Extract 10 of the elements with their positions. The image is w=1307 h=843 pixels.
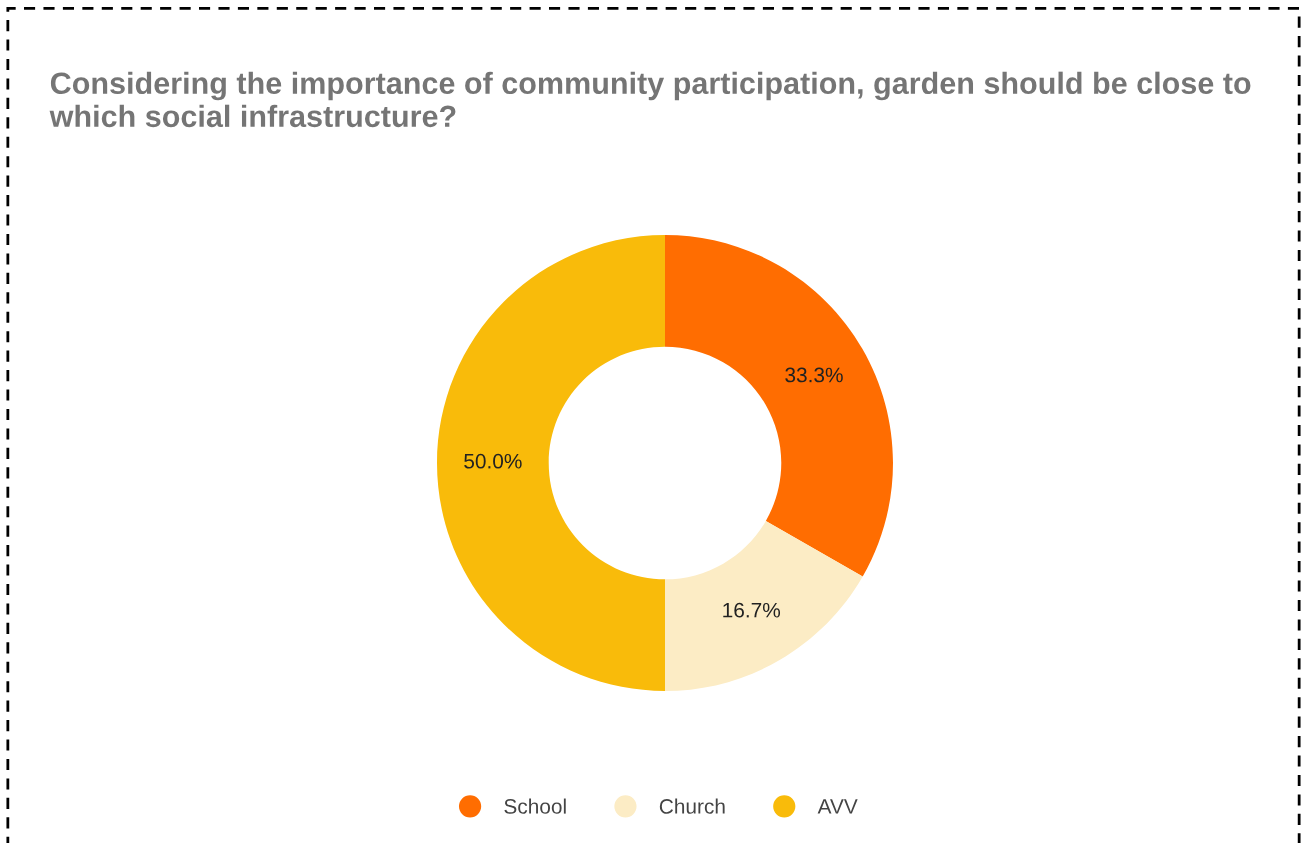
chart-title: Considering the importance of community participation, garden should be close to which social infrastructure? (49, 71, 1251, 128)
data-label: 16.7% (723, 602, 781, 618)
legend-label: Church (659, 798, 725, 814)
donut-slice (437, 235, 665, 691)
legend-label: School (504, 798, 566, 814)
data-label: 33.3% (785, 367, 843, 383)
donut-slice (665, 520, 863, 691)
donut-slice (665, 235, 893, 577)
legend-label: AVV (817, 799, 858, 814)
data-label: 50.0% (464, 453, 522, 469)
